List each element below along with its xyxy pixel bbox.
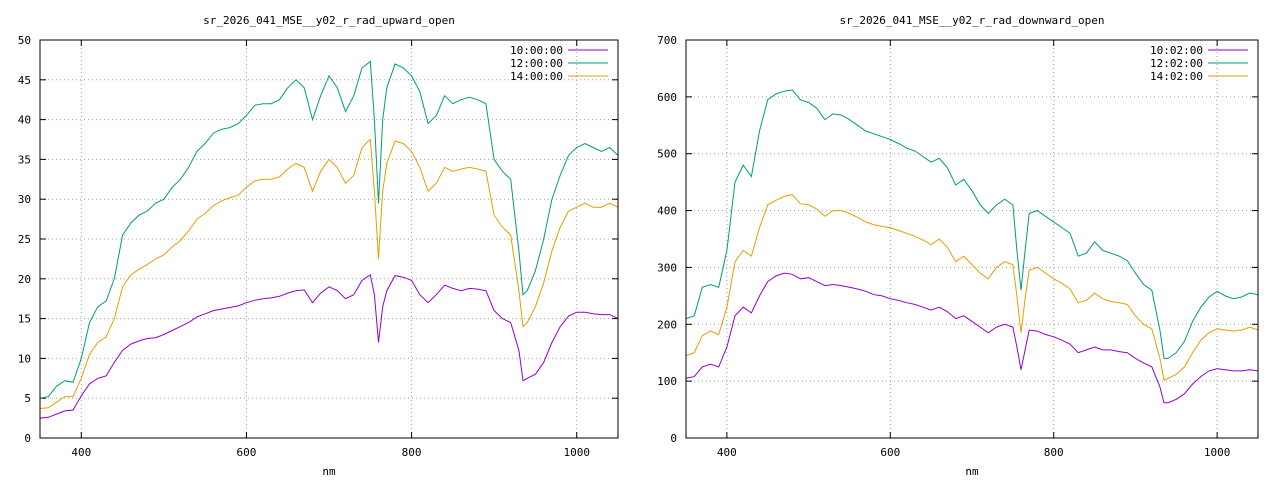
legend-label: 10:00:00 xyxy=(510,44,563,57)
y-tick-label: 200 xyxy=(657,318,677,331)
y-tick-label: 600 xyxy=(657,91,677,104)
x-tick-label: 600 xyxy=(236,446,256,459)
y-tick-label: 400 xyxy=(657,205,677,218)
y-tick-label: 15 xyxy=(18,313,31,326)
x-tick-label: 1000 xyxy=(563,446,590,459)
legend-label: 12:00:00 xyxy=(510,57,563,70)
y-tick-label: 30 xyxy=(18,193,31,206)
x-axis-label: nm xyxy=(965,465,979,478)
series-line-0 xyxy=(686,272,1258,404)
y-tick-label: 40 xyxy=(18,114,31,127)
legend-label: 12:02:00 xyxy=(1150,57,1203,70)
series-line-2 xyxy=(40,138,618,409)
y-tick-label: 20 xyxy=(18,273,31,286)
series-line-0 xyxy=(40,273,618,419)
legend-label: 14:00:00 xyxy=(510,70,563,83)
y-tick-label: 50 xyxy=(18,34,31,47)
legend-label: 10:02:00 xyxy=(1150,44,1203,57)
x-tick-label: 1000 xyxy=(1204,446,1231,459)
plot-frame xyxy=(39,39,619,439)
x-tick-label: 800 xyxy=(1044,446,1064,459)
chart-title: sr_2026_041_MSE__y02_r_rad_downward_open xyxy=(840,14,1105,27)
chart-title: sr_2026_041_MSE__y02_r_rad_upward_open xyxy=(203,14,455,27)
x-tick-label: 600 xyxy=(880,446,900,459)
x-tick-label: 400 xyxy=(71,446,91,459)
x-tick-label: 400 xyxy=(717,446,737,459)
y-tick-label: 500 xyxy=(657,148,677,161)
y-tick-label: 0 xyxy=(670,432,677,445)
y-tick-label: 45 xyxy=(18,74,31,87)
x-tick-label: 800 xyxy=(402,446,422,459)
y-tick-label: 700 xyxy=(657,34,677,47)
chart-downward: sr_2026_041_MSE__y02_r_rad_downward_open… xyxy=(657,14,1259,478)
y-tick-label: 10 xyxy=(18,352,31,365)
series-line-2 xyxy=(686,194,1258,381)
y-tick-label: 5 xyxy=(24,392,31,405)
y-tick-label: 0 xyxy=(24,432,31,445)
legend-label: 14:02:00 xyxy=(1150,70,1203,83)
y-tick-label: 100 xyxy=(657,375,677,388)
y-tick-label: 300 xyxy=(657,261,677,274)
series-line-1 xyxy=(686,89,1258,359)
y-tick-label: 25 xyxy=(18,233,31,246)
chart-upward: sr_2026_041_MSE__y02_r_rad_upward_open 0 5… xyxy=(18,14,619,478)
y-tick-label: 35 xyxy=(18,153,31,166)
plot-frame xyxy=(685,39,1259,439)
x-axis-label: nm xyxy=(322,465,336,478)
series-line-1 xyxy=(40,60,618,399)
